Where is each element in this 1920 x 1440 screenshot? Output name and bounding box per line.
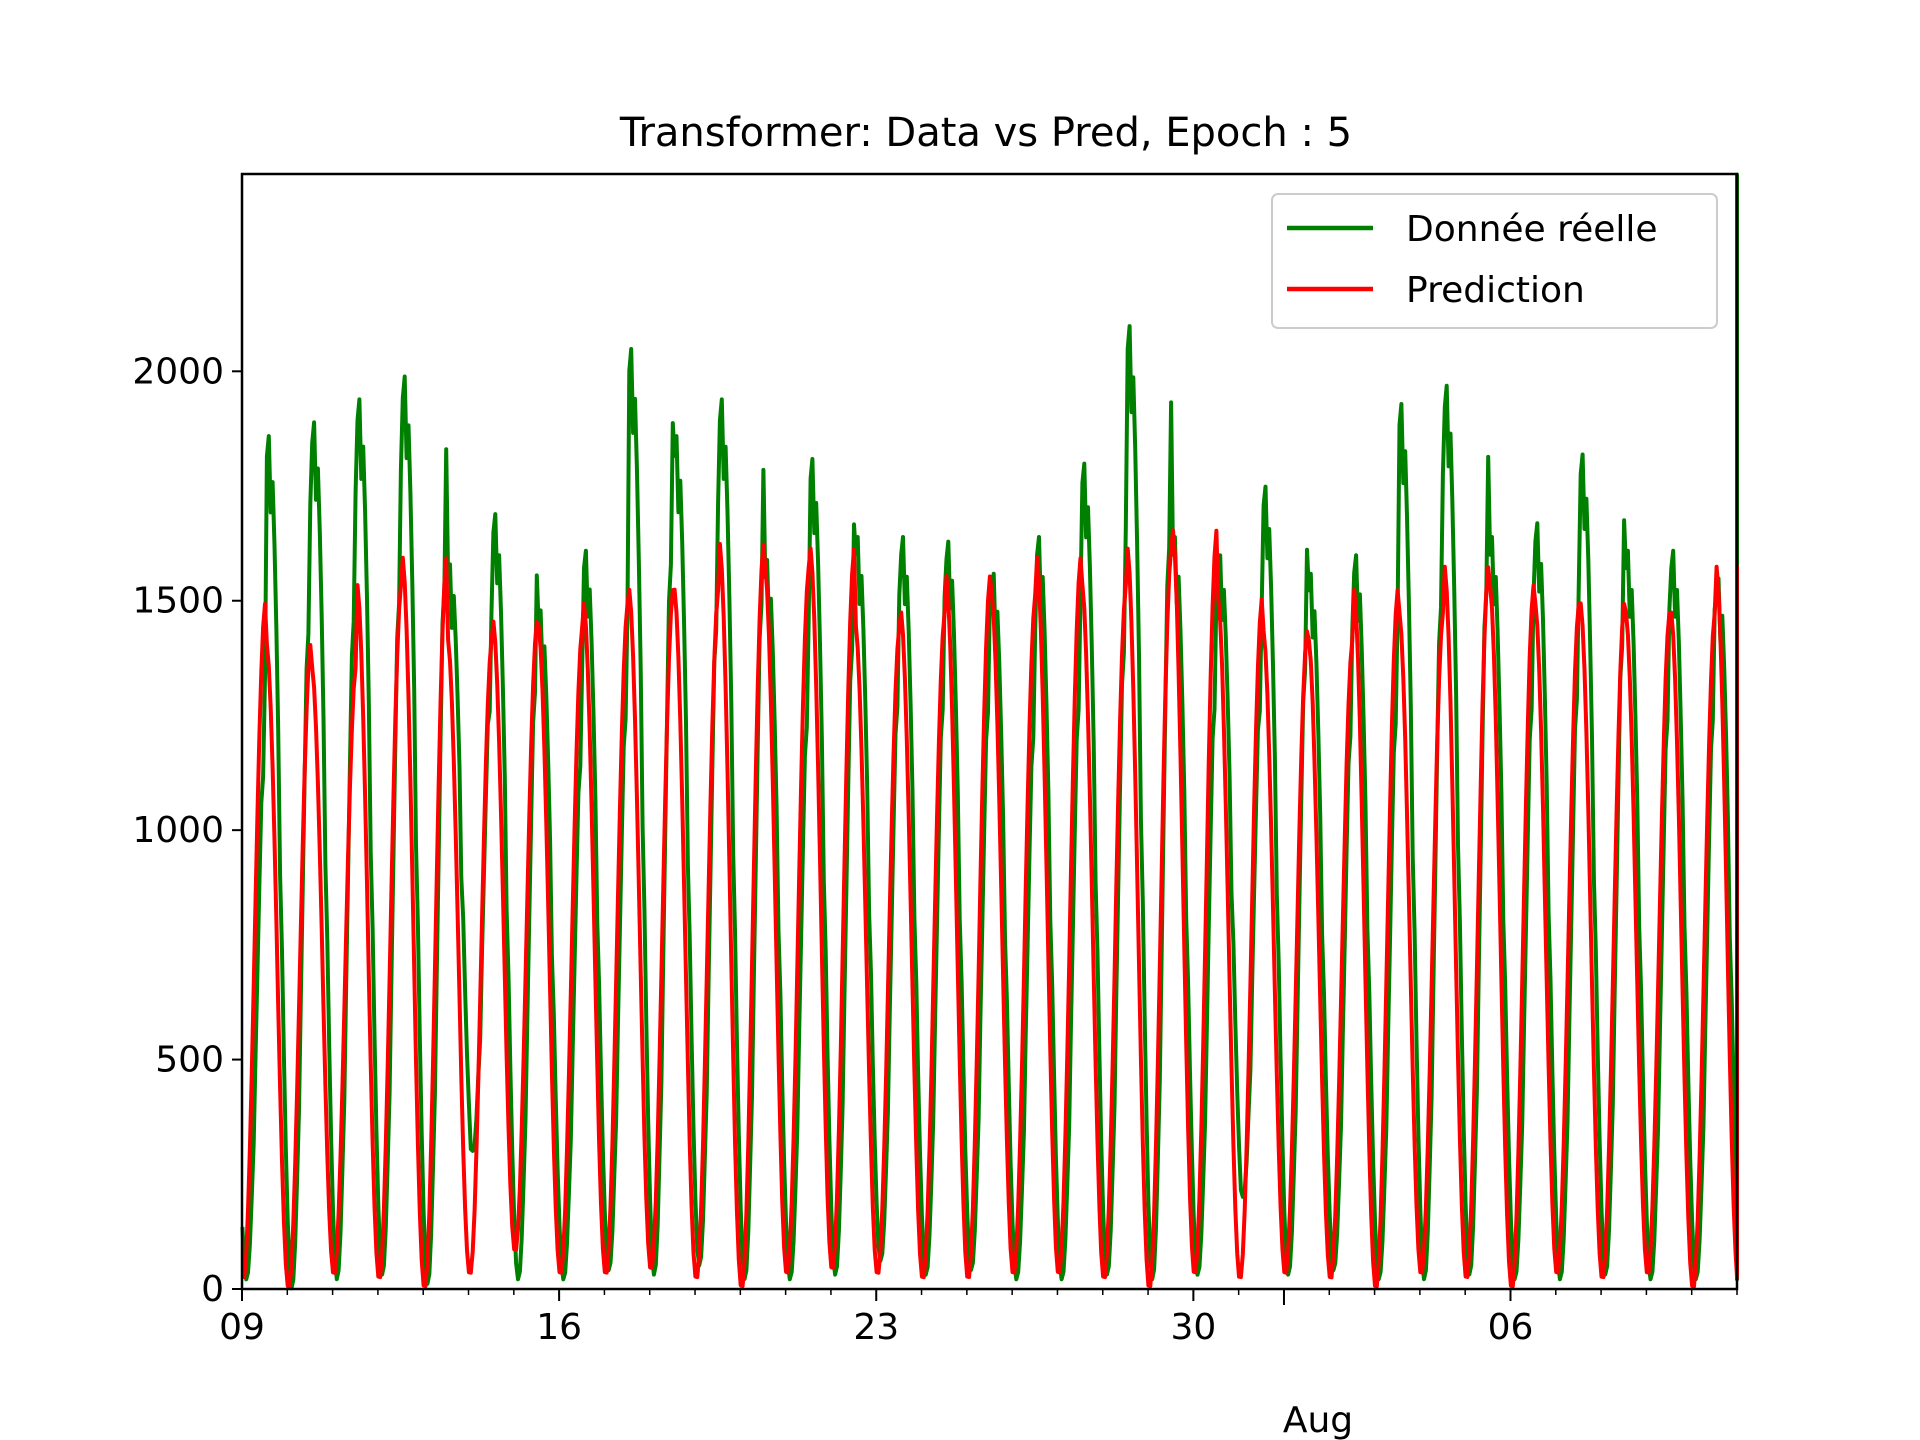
x-tick-label: 09 bbox=[219, 1307, 265, 1348]
chart-title: Transformer: Data vs Pred, Epoch : 5 bbox=[619, 110, 1352, 156]
legend-label-prediction: Prediction bbox=[1406, 270, 1585, 311]
plot-area bbox=[240, 172, 1739, 1291]
legend-label-data: Donnée réelle bbox=[1406, 209, 1658, 250]
legend: Donnée réelle Prediction bbox=[1271, 193, 1718, 329]
y-axis: 0 500 1000 1500 2000 bbox=[132, 351, 242, 1310]
series-line-data bbox=[240, 172, 1739, 1291]
y-tick-label: 1500 bbox=[132, 581, 224, 622]
series-line-prediction bbox=[241, 528, 1739, 1289]
x-minor-label: Aug bbox=[1283, 1400, 1353, 1440]
x-tick-label: 23 bbox=[853, 1307, 899, 1348]
x-tick-label: 06 bbox=[1488, 1307, 1534, 1348]
x-tick-label: 16 bbox=[536, 1307, 582, 1348]
legend-box bbox=[1271, 193, 1718, 329]
y-tick-label: 0 bbox=[201, 1269, 224, 1310]
y-tick-label: 500 bbox=[155, 1040, 224, 1081]
y-tick-label: 1000 bbox=[132, 810, 224, 851]
x-tick-label: 30 bbox=[1170, 1307, 1216, 1348]
y-tick-label: 2000 bbox=[132, 351, 224, 392]
axes-frame bbox=[240, 172, 1739, 1291]
x-axis: 09 16 23 30 06 bbox=[219, 1289, 1738, 1348]
